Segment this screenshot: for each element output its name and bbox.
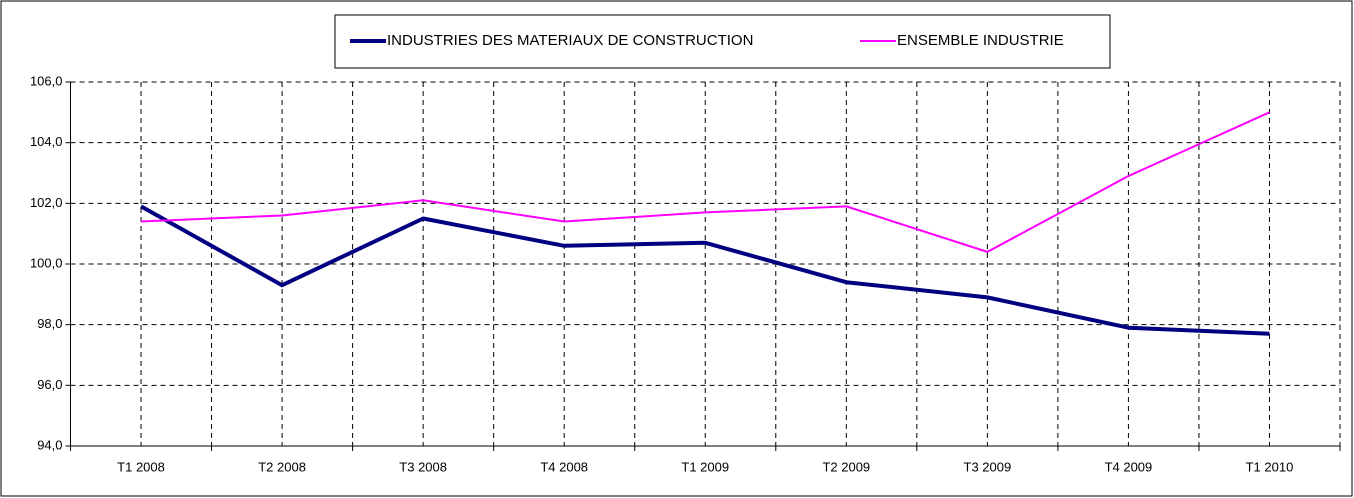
- legend-box: [334, 14, 1111, 69]
- y-tick-label: 96,0: [37, 377, 62, 392]
- x-tick-label: T3 2008: [399, 459, 447, 474]
- y-tick-label: 104,0: [30, 134, 63, 149]
- x-tick-label: T4 2008: [540, 459, 588, 474]
- x-tick-label: T1 2008: [117, 459, 165, 474]
- x-tick-label: T4 2009: [1105, 459, 1153, 474]
- legend-label: INDUSTRIES DES MATERIAUX DE CONSTRUCTION: [387, 32, 753, 49]
- y-tick-label: 94,0: [37, 437, 62, 452]
- series-line: [140, 111, 1270, 253]
- x-tick-label: T3 2009: [964, 459, 1012, 474]
- x-tick-label: T2 2009: [822, 459, 870, 474]
- y-tick-label: 100,0: [30, 255, 63, 270]
- y-tick-label: 102,0: [30, 195, 63, 210]
- series-line: [140, 204, 1270, 336]
- y-tick-label: 106,0: [30, 73, 63, 88]
- x-tick-label: T1 2009: [681, 459, 729, 474]
- y-tick-label: 98,0: [37, 316, 62, 331]
- x-tick-label: T2 2008: [258, 459, 306, 474]
- x-tick-label: T1 2010: [1246, 459, 1294, 474]
- legend-label: ENSEMBLE INDUSTRIE: [897, 32, 1064, 49]
